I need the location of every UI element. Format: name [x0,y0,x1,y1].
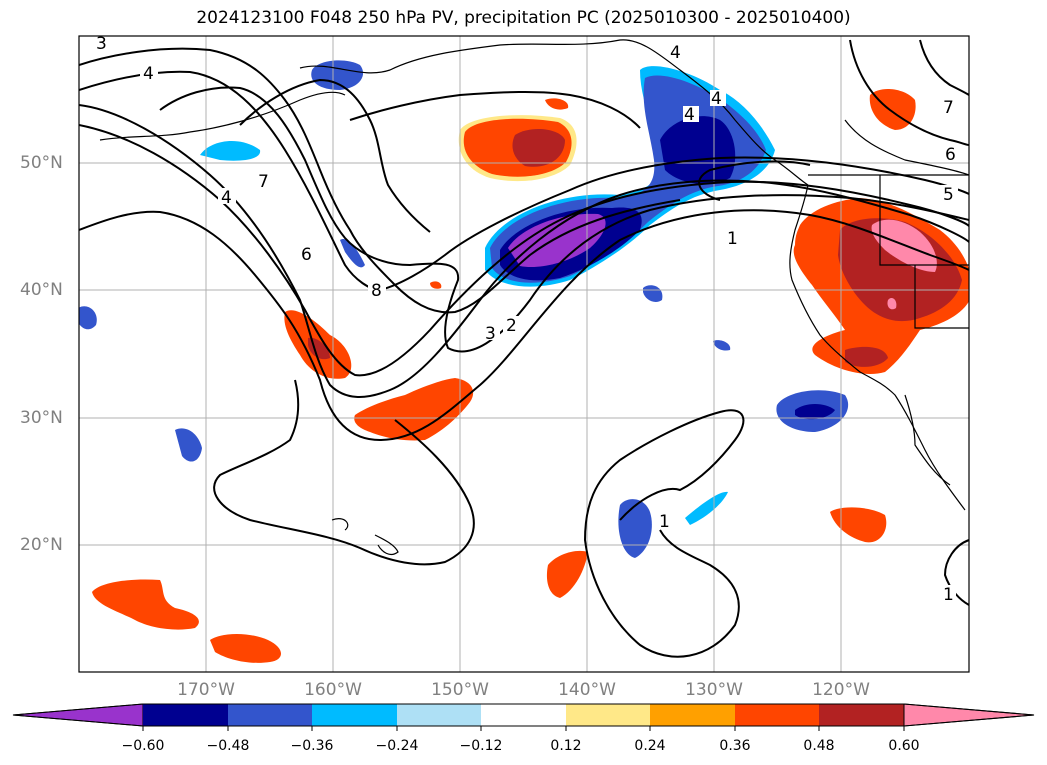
contour-label: 1 [943,585,954,605]
contour-label: 4 [684,105,695,125]
contour-label: 7 [258,172,269,192]
contour-label: 3 [485,324,496,344]
graticule [79,36,969,672]
colorbar-tick-label: 0.36 [719,738,751,754]
colorbar-tick-label: 0.48 [803,738,835,754]
latitude-label: 30°N [20,408,63,428]
colorbar-tick-label: 0.12 [550,738,582,754]
longitude-label: 130°W [685,680,743,700]
colorbar-tick-label: 0.60 [888,738,920,754]
latitude-label: 20°N [20,535,63,555]
colorbar-segment [566,704,650,726]
contour-label: 4 [143,64,154,84]
colorbar-segment [650,704,735,726]
contour-label: 4 [711,89,722,109]
longitude-label: 120°W [812,680,870,700]
colorbar-extend-min [12,703,144,727]
colorbar-tick-label: −0.12 [459,738,503,754]
colorbar-segment [397,704,481,726]
contour-label: 6 [301,245,312,265]
colorbar-segment [143,704,228,726]
colorbar-segment [481,704,566,726]
longitude-label: 140°W [558,680,616,700]
contour-label: 6 [945,145,956,165]
colorbar-segment [228,704,312,726]
colorbar-segment [312,704,397,726]
longitude-label: 150°W [431,680,489,700]
contour-label: 4 [670,43,681,63]
colorbar-tick-label: −0.60 [121,738,165,754]
precipitation-shading [79,60,969,663]
contour-label: 1 [727,229,738,249]
pv-contours [79,39,969,658]
contour-label: 3 [96,34,107,54]
colorbar-tick-label: −0.24 [375,738,419,754]
latitude-label: 40°N [20,280,63,300]
map-frame [78,35,970,673]
latitude-label: 50°N [20,153,63,173]
map-title: 2024123100 F048 250 hPa PV, precipitatio… [196,8,851,28]
contour-label: 2 [506,316,517,336]
contour-label: 5 [943,185,954,205]
colorbar-segment [735,704,819,726]
colorbar-segment [819,704,904,726]
contour-label: 4 [221,188,232,208]
longitude-label: 160°W [304,680,362,700]
colorbar-tick-label: 0.24 [634,738,666,754]
contour-label: 8 [371,281,382,301]
contour-labels: 3 4 4 7 4 6 8 1 3 2 1 4 4 7 [92,34,960,605]
contour-label: 1 [659,512,670,532]
colorbar [12,703,1035,731]
colorbar-tick-label: −0.48 [206,738,250,754]
longitude-label: 170°W [177,680,235,700]
colorbar-tick-label: −0.36 [290,738,334,754]
colorbar-extend-max [903,703,1035,727]
contour-label: 7 [943,98,954,118]
coastlines [99,39,969,556]
